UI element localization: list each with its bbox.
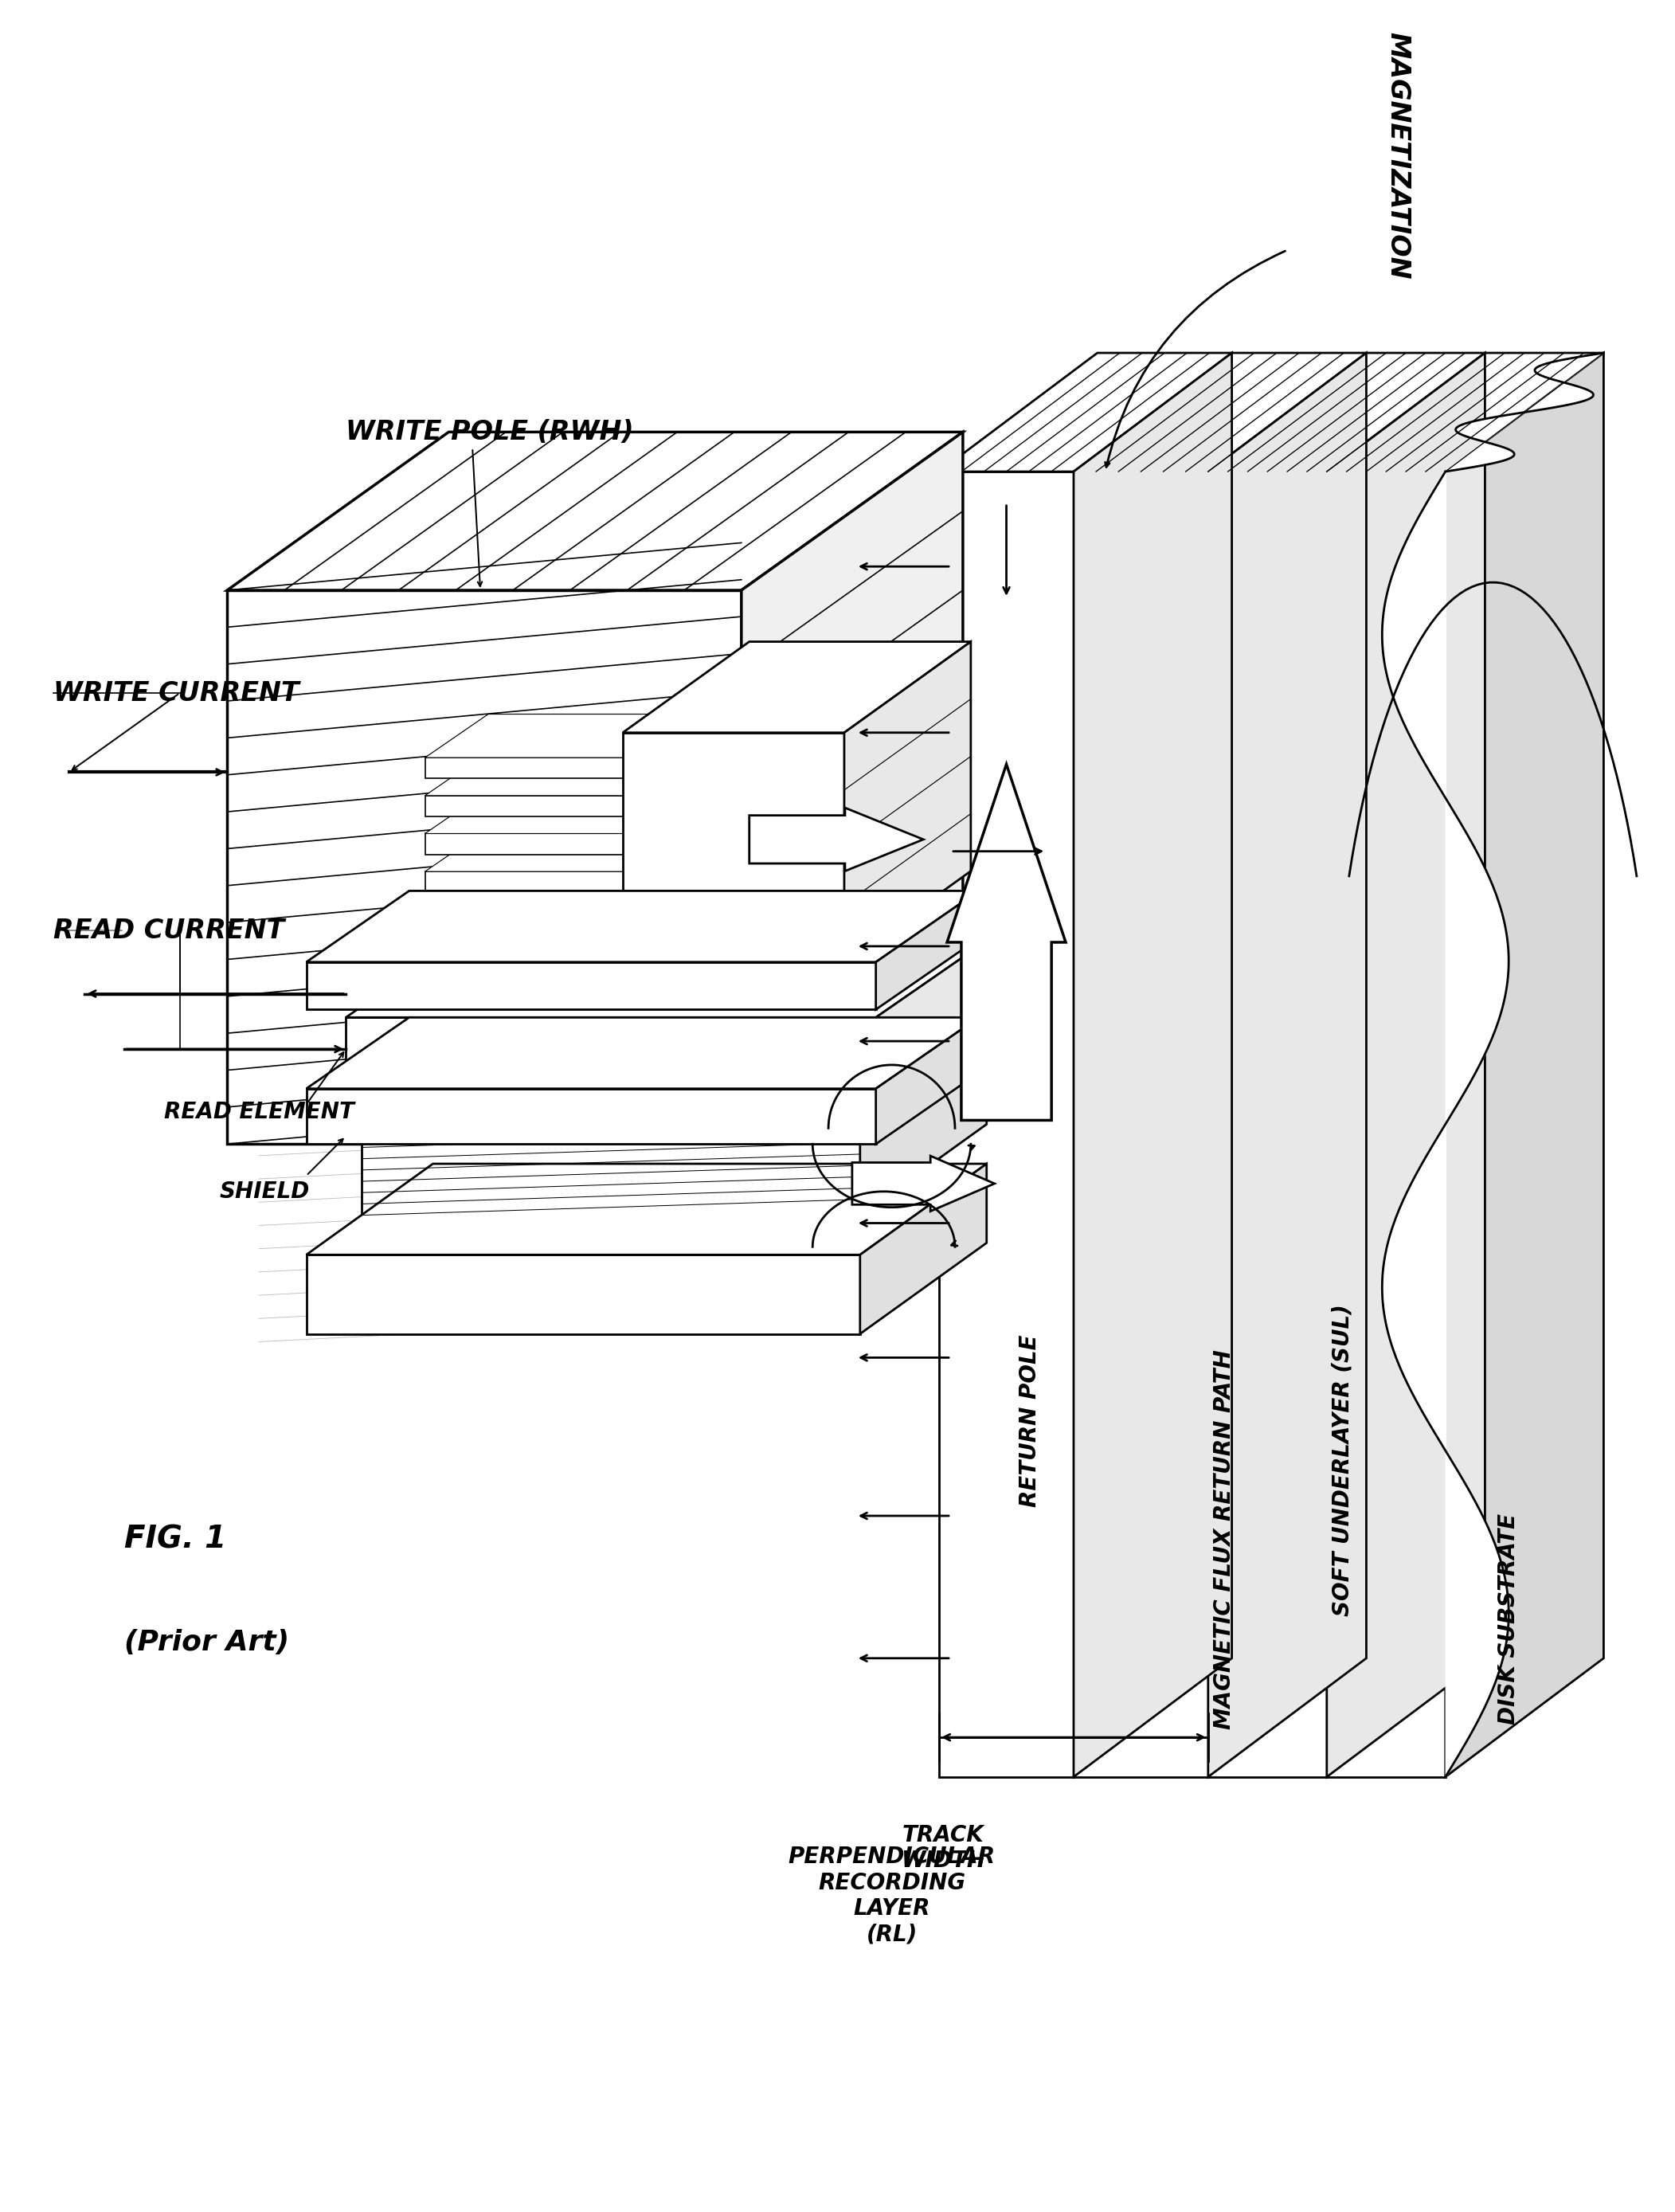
Polygon shape bbox=[1208, 354, 1486, 471]
Polygon shape bbox=[742, 431, 963, 1144]
Polygon shape bbox=[362, 1137, 859, 1214]
Polygon shape bbox=[345, 1018, 876, 1082]
Polygon shape bbox=[425, 827, 829, 872]
Polygon shape bbox=[1327, 471, 1446, 1776]
Polygon shape bbox=[425, 987, 765, 1006]
Polygon shape bbox=[876, 891, 978, 1009]
Polygon shape bbox=[859, 1044, 987, 1214]
Polygon shape bbox=[307, 1254, 859, 1334]
Polygon shape bbox=[940, 354, 1231, 471]
Polygon shape bbox=[425, 867, 829, 909]
Text: MAGNETIZATION: MAGNETIZATION bbox=[1385, 31, 1410, 279]
Polygon shape bbox=[307, 1164, 987, 1254]
Polygon shape bbox=[425, 1055, 829, 1099]
Polygon shape bbox=[425, 905, 829, 947]
Text: MAGNETIC FLUX RETURN PATH: MAGNETIC FLUX RETURN PATH bbox=[1213, 1349, 1234, 1730]
Polygon shape bbox=[425, 947, 765, 969]
Polygon shape bbox=[749, 807, 923, 872]
Polygon shape bbox=[765, 867, 829, 931]
Polygon shape bbox=[362, 1044, 987, 1137]
Polygon shape bbox=[425, 980, 829, 1024]
Polygon shape bbox=[765, 752, 829, 816]
Polygon shape bbox=[307, 891, 978, 962]
Polygon shape bbox=[1208, 471, 1327, 1776]
Polygon shape bbox=[876, 1018, 978, 1144]
Polygon shape bbox=[425, 1099, 765, 1119]
Polygon shape bbox=[1446, 354, 1603, 471]
Polygon shape bbox=[765, 1018, 829, 1082]
Polygon shape bbox=[307, 962, 876, 1009]
Text: WRITE CURRENT: WRITE CURRENT bbox=[54, 679, 300, 706]
Polygon shape bbox=[765, 980, 829, 1044]
Polygon shape bbox=[1074, 354, 1367, 471]
Polygon shape bbox=[765, 942, 829, 1006]
Polygon shape bbox=[765, 827, 829, 891]
Polygon shape bbox=[946, 765, 1065, 1119]
Polygon shape bbox=[228, 591, 742, 1144]
Polygon shape bbox=[228, 431, 963, 591]
Text: READ ELEMENT: READ ELEMENT bbox=[164, 1102, 353, 1124]
Text: FIG. 1: FIG. 1 bbox=[124, 1524, 226, 1555]
Polygon shape bbox=[940, 471, 1074, 1776]
Polygon shape bbox=[425, 872, 765, 891]
Polygon shape bbox=[1208, 354, 1367, 1776]
Polygon shape bbox=[425, 790, 829, 834]
Polygon shape bbox=[765, 790, 829, 854]
Polygon shape bbox=[425, 942, 829, 987]
Polygon shape bbox=[853, 1157, 995, 1212]
Polygon shape bbox=[1327, 354, 1486, 1776]
Polygon shape bbox=[1074, 471, 1208, 1776]
Text: PERPENDICULAR
RECORDING
LAYER
(RL): PERPENDICULAR RECORDING LAYER (RL) bbox=[789, 1845, 995, 1944]
Polygon shape bbox=[765, 905, 829, 969]
Text: (Prior Art): (Prior Art) bbox=[124, 1628, 290, 1657]
Polygon shape bbox=[623, 732, 844, 962]
Polygon shape bbox=[425, 1024, 765, 1044]
Polygon shape bbox=[844, 641, 972, 962]
Polygon shape bbox=[765, 1055, 829, 1119]
Text: RETURN POLE: RETURN POLE bbox=[1018, 1334, 1042, 1506]
Polygon shape bbox=[1074, 354, 1231, 1776]
Text: WRITE POLE (RWH): WRITE POLE (RWH) bbox=[345, 418, 633, 445]
Polygon shape bbox=[307, 1088, 876, 1144]
Polygon shape bbox=[345, 947, 978, 1018]
Polygon shape bbox=[425, 1062, 765, 1082]
Text: SOFT UNDERLAYER (SUL): SOFT UNDERLAYER (SUL) bbox=[1332, 1305, 1353, 1617]
Polygon shape bbox=[765, 714, 829, 779]
Polygon shape bbox=[425, 796, 765, 816]
Polygon shape bbox=[876, 947, 978, 1082]
Polygon shape bbox=[307, 1018, 978, 1088]
Polygon shape bbox=[425, 1018, 829, 1062]
Text: TRACK
WIDTH: TRACK WIDTH bbox=[901, 1825, 985, 1871]
Text: READ CURRENT: READ CURRENT bbox=[54, 918, 285, 945]
Polygon shape bbox=[1327, 354, 1603, 471]
Polygon shape bbox=[859, 1164, 987, 1334]
Polygon shape bbox=[425, 759, 765, 779]
Polygon shape bbox=[1446, 354, 1603, 1776]
Text: SHIELD: SHIELD bbox=[219, 1181, 310, 1203]
Polygon shape bbox=[425, 909, 765, 931]
Polygon shape bbox=[425, 714, 829, 759]
Polygon shape bbox=[623, 641, 972, 732]
Polygon shape bbox=[425, 834, 765, 854]
Polygon shape bbox=[425, 752, 829, 796]
Text: DISK SUBSTRATE: DISK SUBSTRATE bbox=[1497, 1513, 1519, 1725]
